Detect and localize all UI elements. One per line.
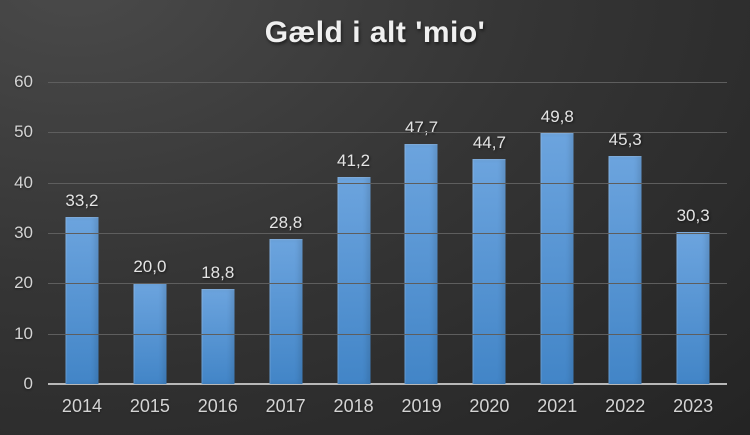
bar-series: 33,2 2014 20,0 2015 18,8 2016 28,8 2017 41,2 2018… — [48, 82, 727, 417]
x-axis-line — [48, 383, 727, 385]
bar-slot: 41,2 2018 — [320, 82, 388, 416]
gridline — [48, 182, 727, 184]
bar-slot: 49,8 2021 — [523, 82, 591, 416]
bar-value-label: 28,8 — [269, 213, 303, 233]
bar-value-label: 18,8 — [201, 263, 235, 283]
bar-slot: 18,8 2016 — [184, 82, 252, 416]
bar — [201, 289, 235, 384]
x-axis-tick-label: 2021 — [537, 396, 578, 416]
bar — [608, 156, 642, 384]
bar-slot: 47,7 2019 — [388, 82, 456, 416]
bar — [404, 143, 438, 384]
bar-value-label: 20,0 — [133, 257, 167, 277]
bar — [540, 133, 574, 384]
x-axis-tick-label: 2014 — [61, 396, 102, 416]
gridline — [48, 333, 727, 335]
x-axis-tick-label: 2022 — [605, 396, 646, 416]
bar-value-label: 30,3 — [676, 205, 710, 225]
bar-value-label: 47,7 — [404, 117, 439, 137]
x-axis-tick-label: 2016 — [197, 396, 238, 416]
bar-value-label: 45,3 — [608, 130, 642, 149]
y-axis-tick-label: 40 — [14, 172, 33, 192]
bar-value-label: 49,8 — [540, 107, 574, 127]
x-axis-tick-label: 2023 — [673, 396, 714, 416]
bar-value-label: 33,2 — [65, 190, 99, 210]
bar — [269, 239, 303, 384]
x-axis-tick-label: 2017 — [265, 396, 306, 416]
x-axis-tick-label: 2018 — [333, 396, 374, 416]
bar-slot: 45,3 2022 — [591, 82, 659, 416]
gridline — [48, 283, 727, 285]
bar-value-label: 44,7 — [472, 133, 506, 153]
y-axis-tick-label: 50 — [14, 122, 33, 142]
y-axis-tick-label: 10 — [14, 323, 33, 343]
y-axis-tick-label: 0 — [23, 374, 33, 393]
chart-title: Gæld i alt 'mio' — [264, 16, 486, 49]
bar — [472, 159, 506, 384]
bar — [676, 231, 710, 384]
y-axis: 0 10 20 30 40 50 60 — [0, 73, 33, 393]
y-axis-tick-label: 60 — [14, 72, 33, 91]
gridline — [48, 233, 727, 234]
bar — [337, 176, 371, 384]
x-axis-tick-label: 2015 — [129, 396, 170, 416]
plot-area: 33,2 2014 20,0 2015 18,8 2016 28,8 2017 41,2 2018… — [48, 82, 727, 417]
bar-value-label: 41,2 — [337, 150, 371, 170]
bar-slot: 30,3 2023 — [659, 82, 727, 417]
bar-slot: 44,7 2020 — [455, 82, 523, 416]
gridline — [48, 132, 727, 134]
x-axis-tick-label: 2019 — [401, 396, 442, 416]
gridline — [48, 82, 727, 83]
y-axis-tick-label: 20 — [14, 273, 33, 293]
bar-slot: 33,2 2014 — [48, 82, 116, 416]
bar-slot: 28,8 2017 — [252, 82, 320, 416]
y-axis-tick-label: 30 — [14, 223, 33, 242]
x-axis-tick-label: 2020 — [469, 396, 510, 416]
bar — [65, 216, 99, 384]
